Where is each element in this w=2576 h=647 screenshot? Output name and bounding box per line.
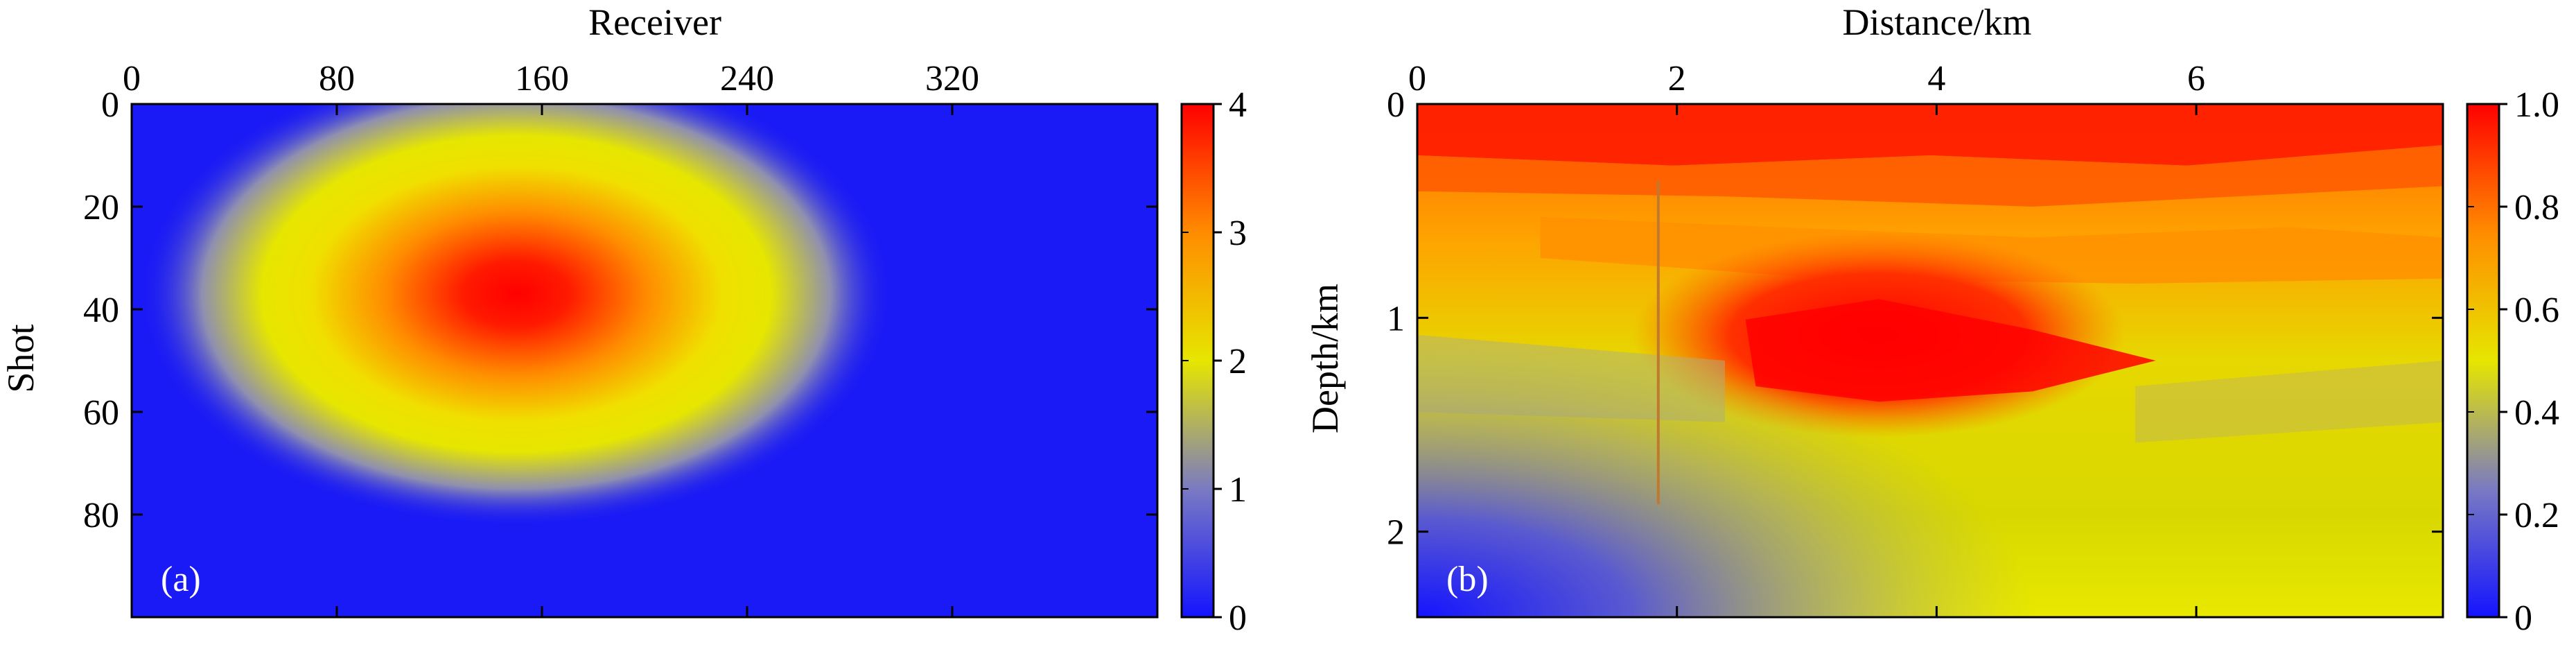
panel-b-ytick-label: 2 [1387, 513, 1405, 553]
panel-b-colorbar-tick-label: 0.6 [2514, 291, 2559, 330]
panel-b-xtick-label: 0 [1408, 59, 1426, 98]
panel-a-yticks: 0 20 40 60 80 [83, 85, 1157, 535]
panel-b-layer-right [2135, 361, 2443, 443]
panel-b-plot [1417, 104, 2443, 617]
panel-a-xtick-label: 320 [925, 59, 979, 98]
panel-a-colorbar-tick-label: 3 [1229, 214, 1247, 253]
panel-b-blue-corner [1417, 335, 2033, 617]
panel-b-colorbar-tick-label: 0 [2514, 598, 2532, 638]
panel-a-ytick-label: 60 [83, 393, 119, 433]
panel-b-xticks: 0 2 4 6 [1408, 59, 2205, 617]
panel-b-label: (b) [1446, 560, 1489, 599]
panel-a-label: (a) [161, 560, 201, 599]
panel-b: Distance/km Depth/km 0 2 4 6 0 1 2 (b) 0 0.2 0.… [1304, 1, 2559, 638]
panel-a-xlabel: Receiver [588, 1, 721, 43]
panel-a-plot [132, 104, 1157, 617]
panel-a-xtick-label: 80 [319, 59, 355, 98]
panel-a-colorbar-ticks: 0 1 2 3 4 [1182, 85, 1247, 638]
panel-b-colorbar-tick-label: 1.0 [2514, 85, 2559, 125]
panel-a-ylabel: Shot [0, 324, 42, 392]
panel-b-ytick-label: 0 [1387, 85, 1405, 125]
panel-b-colorbar [2466, 103, 2500, 619]
panel-a-colorbar-tick-label: 4 [1229, 85, 1247, 125]
panel-a-colorbar-tick-label: 1 [1229, 470, 1247, 510]
panel-a-ytick-label: 20 [83, 188, 119, 227]
panel-a-ytick-label: 80 [83, 496, 119, 535]
panel-b-ylabel: Depth/km [1304, 284, 1346, 433]
panel-a-hotspot [142, 104, 891, 523]
panel-b-colorbar-ticks: 0 0.2 0.4 0.6 0.8 1.0 [2467, 85, 2559, 638]
panel-a-colorbar-tick-label: 2 [1229, 342, 1247, 381]
panel-b-frame [1416, 103, 2444, 619]
panel-a-ytick-label: 0 [101, 85, 119, 125]
panel-a-xtick-label: 240 [720, 59, 774, 98]
panel-a-frame [130, 103, 1159, 619]
panel-b-layer-2 [1417, 145, 2443, 207]
panel-b-xtick-label: 6 [2187, 59, 2205, 98]
panel-b-yticks: 0 1 2 [1387, 85, 2443, 553]
panel-b-layer-top [1417, 104, 2443, 166]
panel-b-colorbar-tick-label: 0.2 [2514, 496, 2559, 535]
panel-b-colorbar-tick-label: 0.8 [2514, 188, 2559, 227]
panel-b-xlabel: Distance/km [1843, 1, 2032, 43]
panel-a-ytick-label: 40 [83, 291, 119, 330]
panel-a-xtick-label: 160 [515, 59, 569, 98]
panel-a-colorbar-tick-label: 0 [1229, 598, 1247, 638]
panel-a-xticks: 0 80 160 240 320 [123, 59, 979, 617]
panel-b-colorbar-tick-label: 0.4 [2514, 393, 2559, 433]
panel-a-xtick-label: 0 [123, 59, 141, 98]
panel-b-xtick-label: 2 [1668, 59, 1686, 98]
panel-b-ytick-label: 1 [1387, 299, 1405, 338]
panel-b-xtick-label: 4 [1927, 59, 1945, 98]
